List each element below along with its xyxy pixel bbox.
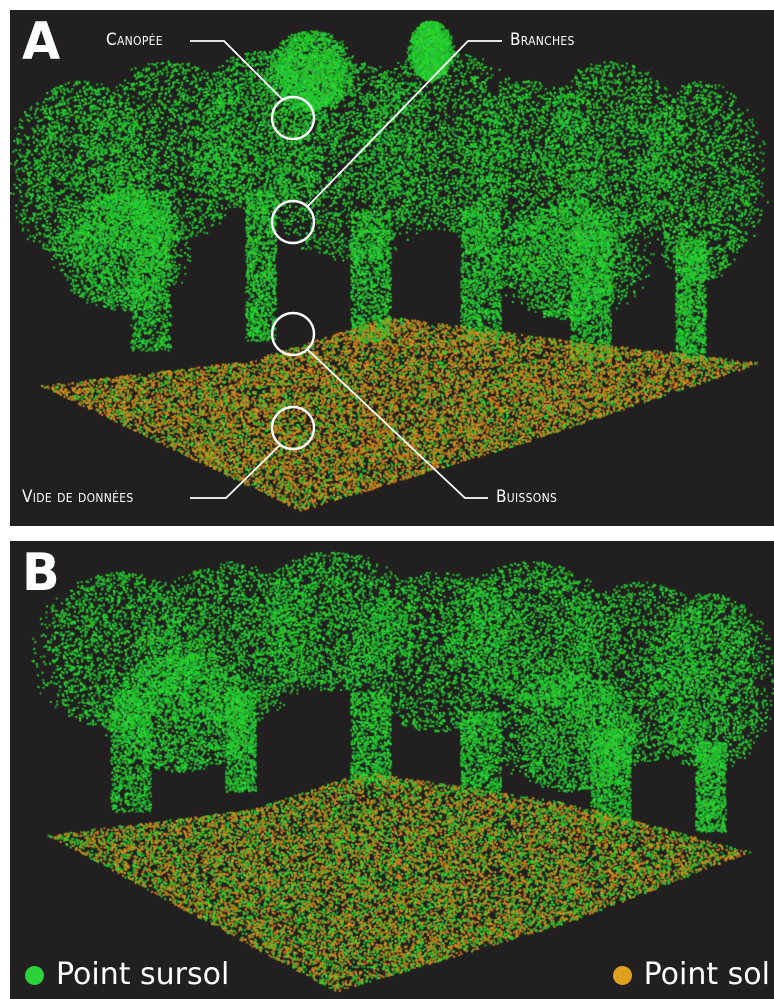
branches-label: Branches [510, 30, 575, 50]
legend-ground-label: Point sol [643, 957, 770, 992]
canopy-label: Canopée [106, 30, 163, 50]
legend-above-ground: Point sursol [25, 960, 229, 990]
panel-a: A Canopée Branches Buissons Vide de donn… [10, 10, 774, 526]
bushes-label: Buissons [496, 487, 558, 507]
point-cloud-b [10, 541, 774, 999]
panel-b: B [10, 541, 774, 999]
panel-letter-a: A [22, 12, 61, 72]
legend-ground: Point sol [612, 957, 770, 992]
legend-ground-dot [612, 965, 632, 985]
panel-letter-b: B [22, 543, 60, 603]
legend-above-ground-dot [25, 965, 44, 985]
legend-above-ground-label: Point sursol [56, 957, 230, 992]
data-gap-label: Vide de données [22, 487, 134, 507]
point-cloud-a [10, 10, 774, 526]
